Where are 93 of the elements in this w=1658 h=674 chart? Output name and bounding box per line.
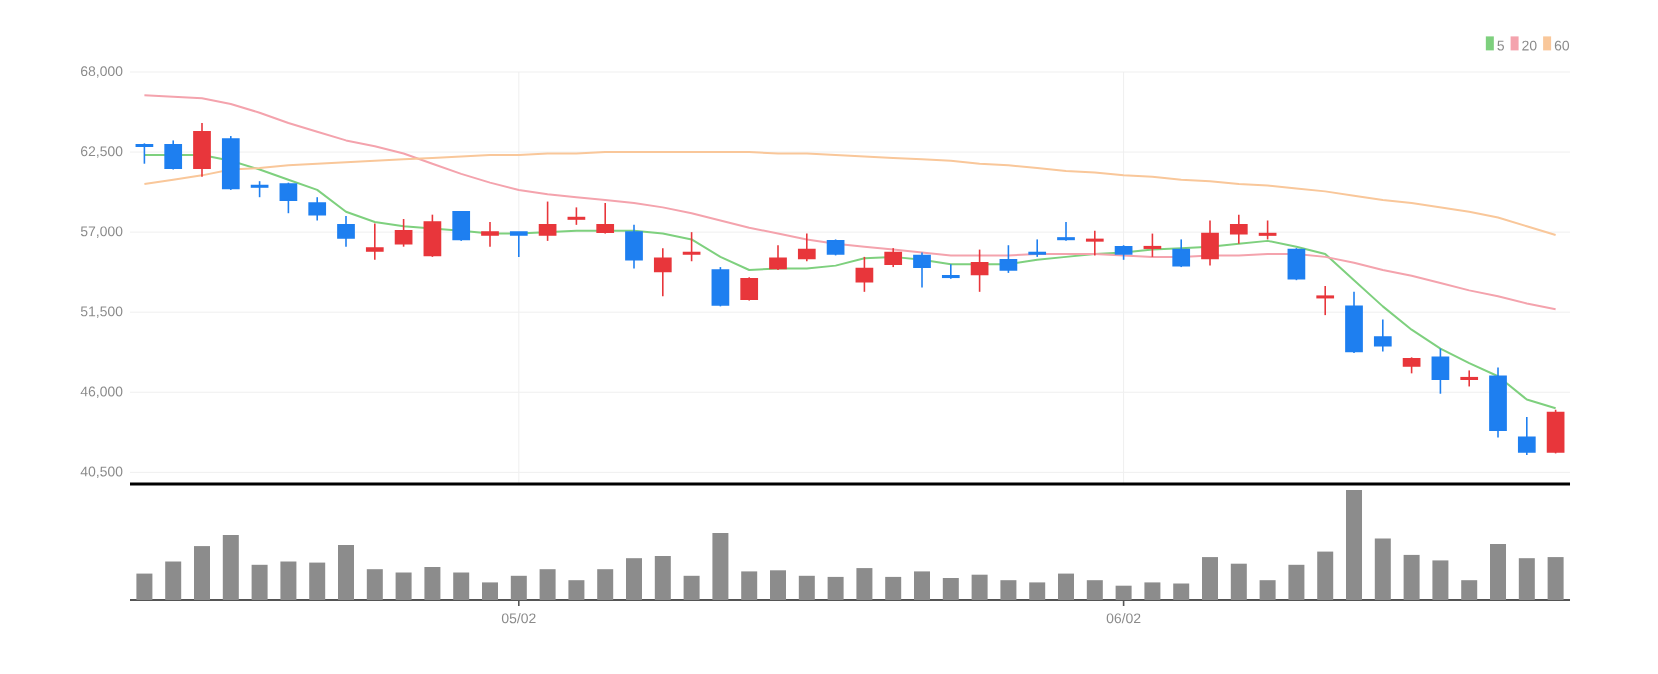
bar: [971, 574, 988, 600]
bar: [1403, 554, 1420, 600]
bar: [1547, 557, 1564, 600]
candlestick: [164, 139, 183, 171]
candlestick: [1143, 232, 1162, 258]
candlestick: [1085, 229, 1104, 257]
candlestick: [711, 266, 730, 308]
candlestick: [1460, 369, 1479, 388]
bar: [885, 576, 902, 600]
candlestick: [135, 142, 154, 165]
candlestick: [970, 248, 989, 293]
bar: [338, 545, 354, 600]
candlestick: [394, 218, 413, 248]
candlestick: [1258, 219, 1277, 241]
candlestick: [308, 196, 327, 222]
candlestick: [337, 215, 355, 248]
bar: [1115, 585, 1132, 600]
candlestick: [1057, 221, 1075, 242]
bar: [309, 562, 326, 600]
candlestick: [1028, 238, 1047, 258]
candlestick: [279, 181, 298, 215]
bar: [1230, 563, 1247, 600]
bar: [280, 561, 297, 600]
candlestick: [509, 231, 528, 258]
candlestick: [1316, 285, 1335, 316]
bar: [1144, 582, 1161, 600]
candlestick: [913, 251, 931, 289]
candlestick: [797, 232, 816, 263]
bar: [1518, 558, 1535, 600]
candlestick: [596, 202, 615, 235]
bar: [942, 578, 959, 600]
candlestick: [481, 221, 499, 248]
bar: [1346, 490, 1363, 600]
bar: [1086, 580, 1103, 600]
candlestick: [769, 244, 787, 271]
bar: [1432, 560, 1449, 600]
bar: [366, 569, 383, 600]
bar: [1000, 580, 1017, 600]
bar: [194, 546, 210, 600]
bar: [165, 561, 182, 600]
bar: [683, 575, 700, 600]
candlestick: [1517, 416, 1536, 456]
bar: [424, 567, 441, 600]
bar: [1490, 543, 1507, 600]
candlestick: [1431, 347, 1450, 395]
bar: [1288, 564, 1305, 600]
bar: [1058, 573, 1075, 600]
bar: [568, 580, 585, 600]
bar: [798, 575, 815, 600]
bar: [1173, 583, 1190, 600]
candlestick: [452, 210, 471, 242]
bar: [770, 570, 787, 600]
bar: [741, 571, 758, 600]
bar: [395, 572, 412, 600]
bar: [914, 571, 931, 600]
candlestick: [1287, 247, 1306, 281]
candlestick: [999, 244, 1018, 274]
bar: [482, 582, 499, 600]
bar: [136, 573, 153, 600]
candlestick: [193, 122, 211, 178]
candlestick: [625, 224, 643, 270]
bar: [222, 535, 239, 600]
bar: [597, 569, 614, 600]
bar: [712, 532, 729, 600]
bar: [1259, 580, 1276, 600]
candlestick: [1546, 408, 1565, 455]
candlestick: [855, 256, 874, 293]
bar: [510, 575, 527, 600]
candlestick: [1345, 291, 1363, 354]
bar: [1029, 582, 1046, 600]
bar: [654, 556, 671, 600]
bar: [539, 569, 556, 600]
candlestick: [1201, 219, 1219, 267]
candlestick: [941, 263, 960, 280]
bar: [1461, 580, 1478, 600]
candlestick: [884, 247, 903, 268]
candlestick: [1172, 238, 1191, 268]
candlestick: [365, 222, 384, 261]
bar: [251, 564, 268, 600]
bar: [1374, 538, 1391, 600]
bar: [453, 572, 470, 600]
candlestick: [1229, 213, 1248, 245]
bar: [856, 568, 873, 600]
candlestick: [538, 200, 557, 242]
candlestick: [740, 276, 759, 302]
bar: [626, 558, 643, 600]
candlestick: [682, 231, 701, 263]
bar: [1202, 557, 1219, 600]
candlestick: [1373, 318, 1392, 353]
candlestick: [423, 213, 442, 258]
bar: [827, 576, 844, 600]
candlestick: [653, 247, 672, 297]
bar: [1317, 551, 1334, 600]
